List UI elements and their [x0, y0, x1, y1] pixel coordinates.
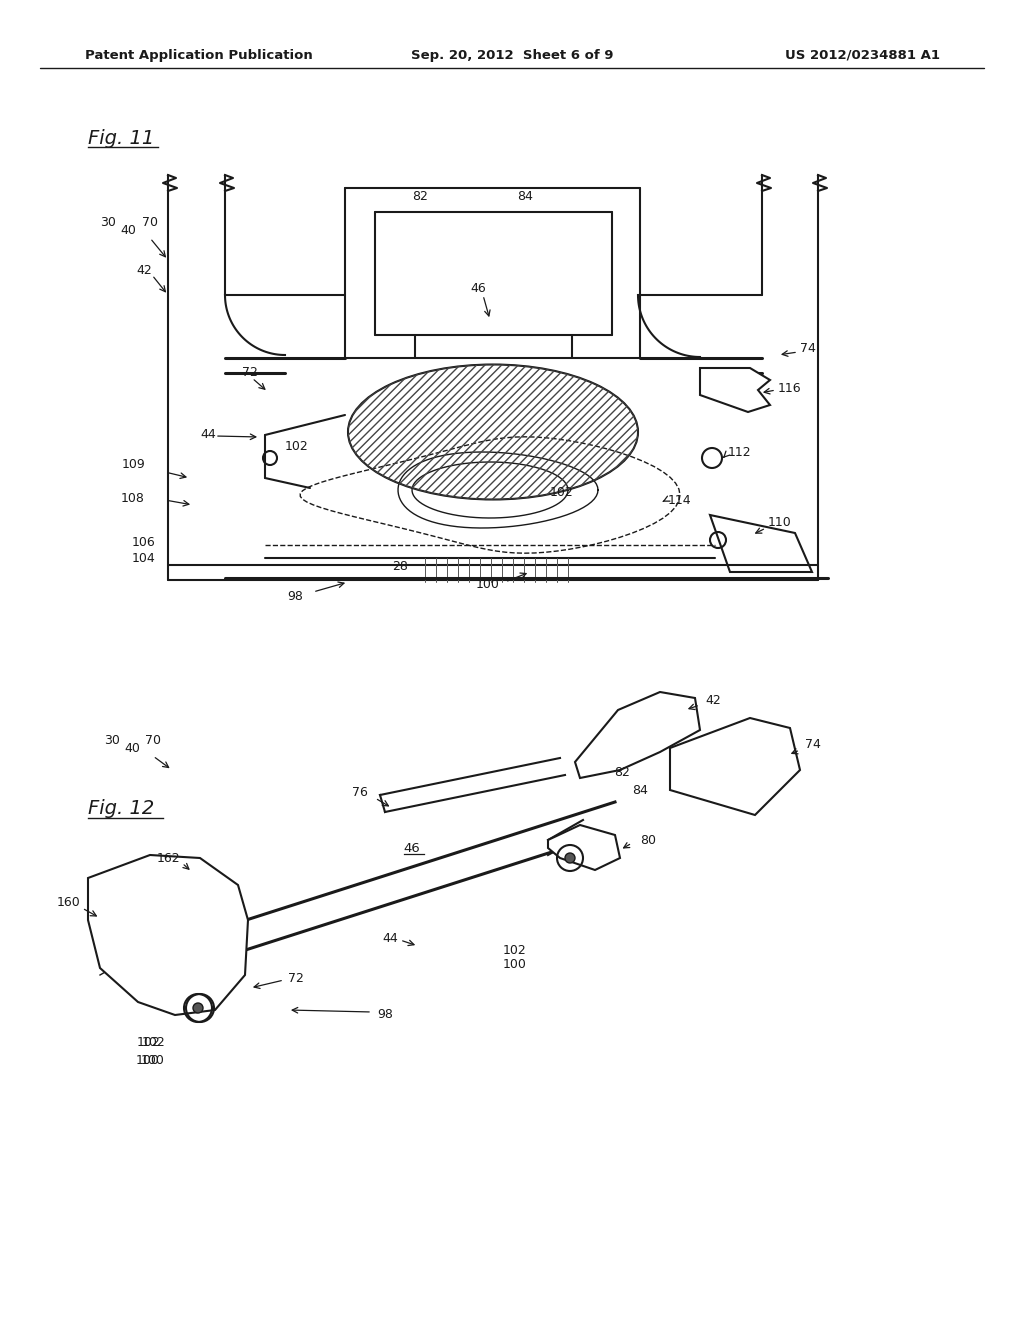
Text: 108: 108: [121, 491, 145, 504]
Text: 100: 100: [476, 578, 500, 591]
Text: 102: 102: [503, 944, 526, 957]
Text: 102: 102: [141, 1035, 165, 1048]
Text: Patent Application Publication: Patent Application Publication: [85, 49, 312, 62]
Text: 44: 44: [200, 429, 216, 441]
Text: 110: 110: [768, 516, 792, 529]
Text: 102: 102: [285, 441, 309, 454]
Text: 106: 106: [131, 536, 155, 549]
Polygon shape: [700, 368, 770, 412]
Text: 104: 104: [131, 552, 155, 565]
Text: 100: 100: [141, 1053, 165, 1067]
Text: 30: 30: [104, 734, 120, 747]
Text: Fig. 11: Fig. 11: [88, 128, 155, 148]
Polygon shape: [575, 692, 700, 777]
Text: 40: 40: [124, 742, 140, 755]
Text: 80: 80: [640, 833, 656, 846]
Text: 98: 98: [287, 590, 303, 602]
Text: 82: 82: [412, 190, 428, 203]
Text: 109: 109: [121, 458, 145, 471]
Polygon shape: [670, 718, 800, 814]
Text: 112: 112: [728, 446, 752, 459]
Text: 114: 114: [668, 494, 691, 507]
Text: 28: 28: [392, 561, 408, 573]
Text: 100: 100: [503, 958, 527, 972]
Polygon shape: [88, 855, 248, 1015]
Text: 84: 84: [632, 784, 648, 796]
Text: 44: 44: [382, 932, 398, 945]
Text: 84: 84: [517, 190, 532, 203]
Text: 70: 70: [145, 734, 161, 747]
Text: 42: 42: [136, 264, 152, 276]
Text: 46: 46: [403, 842, 421, 854]
Text: 74: 74: [805, 738, 821, 751]
Polygon shape: [548, 825, 620, 870]
Text: 72: 72: [242, 366, 258, 379]
Text: 102: 102: [550, 486, 573, 499]
Text: 160: 160: [56, 895, 80, 908]
Text: Fig. 12: Fig. 12: [88, 799, 155, 817]
Circle shape: [193, 1003, 203, 1012]
Text: US 2012/0234881 A1: US 2012/0234881 A1: [785, 49, 940, 62]
Text: 72: 72: [288, 972, 304, 985]
Text: 162: 162: [157, 851, 180, 865]
Text: 102: 102: [136, 1035, 160, 1048]
Text: 116: 116: [778, 381, 802, 395]
Text: 82: 82: [614, 766, 630, 779]
Circle shape: [565, 853, 575, 863]
Text: 70: 70: [142, 215, 158, 228]
Text: 40: 40: [120, 223, 136, 236]
Text: 100: 100: [136, 1053, 160, 1067]
Text: 98: 98: [377, 1008, 393, 1022]
Ellipse shape: [348, 364, 638, 499]
Text: 30: 30: [100, 216, 116, 230]
Text: Sep. 20, 2012  Sheet 6 of 9: Sep. 20, 2012 Sheet 6 of 9: [411, 49, 613, 62]
Text: 76: 76: [352, 785, 368, 799]
Polygon shape: [710, 515, 812, 572]
Text: 74: 74: [800, 342, 816, 355]
Text: 42: 42: [705, 693, 721, 706]
Text: 46: 46: [470, 281, 485, 294]
